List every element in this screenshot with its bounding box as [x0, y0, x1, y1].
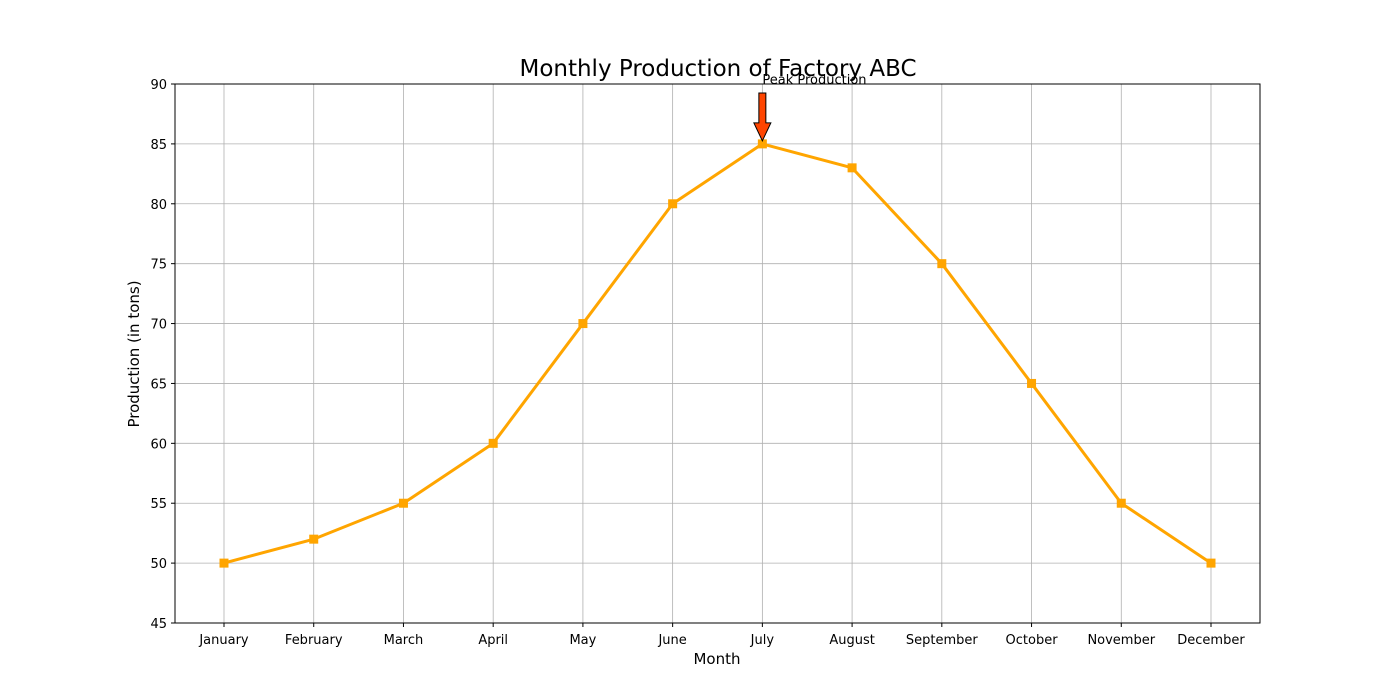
x-tick-label: March	[384, 633, 424, 648]
x-tick-label: September	[906, 633, 979, 648]
y-tick-label: 45	[150, 617, 167, 632]
data-point-may	[578, 319, 588, 329]
y-tick-label: 50	[150, 557, 167, 572]
x-tick-label: December	[1177, 633, 1245, 648]
y-tick-label: 85	[150, 138, 167, 153]
x-tick-label: November	[1087, 633, 1155, 648]
plot-frame	[174, 83, 1261, 624]
annotation-arrow	[753, 92, 772, 143]
y-tick-label: 60	[150, 437, 167, 452]
y-tick-label: 55	[150, 497, 167, 512]
data-point-march	[398, 498, 408, 508]
y-axis-ticks: 45 50 55 60 65 70 75 80 85 90	[150, 78, 175, 632]
data-point-april	[488, 438, 498, 448]
annotation-layer: Peak Production	[753, 73, 867, 143]
y-axis-label: Production (in tons)	[125, 280, 143, 427]
data-point-august	[847, 163, 857, 173]
data-point-september	[937, 259, 947, 269]
x-axis-ticks: January February March April May June July Augu…	[198, 623, 1245, 648]
x-tick-label: June	[657, 633, 686, 648]
x-axis-label: Month	[693, 650, 740, 668]
x-tick-label: May	[569, 633, 596, 648]
x-tick-label: January	[198, 633, 249, 648]
grid	[175, 83, 1260, 624]
y-tick-label: 80	[150, 198, 167, 213]
y-tick-label: 90	[150, 78, 167, 93]
data-point-october	[1027, 378, 1037, 388]
series-layer	[219, 139, 1216, 568]
y-tick-label: 65	[150, 377, 167, 392]
data-point-july	[757, 139, 767, 149]
data-point-november	[1116, 498, 1126, 508]
annotation-peak-production: Peak Production	[762, 73, 866, 88]
y-tick-label: 70	[150, 318, 167, 333]
series-line	[223, 142, 1212, 565]
data-point-january	[219, 558, 229, 568]
y-tick-label: 75	[150, 258, 167, 273]
x-tick-label: October	[1006, 633, 1059, 648]
data-point-june	[668, 199, 678, 209]
x-tick-label: August	[829, 633, 875, 648]
x-tick-label: February	[285, 633, 343, 648]
data-point-february	[309, 534, 319, 544]
x-tick-label: July	[750, 633, 775, 648]
x-tick-label: April	[478, 633, 508, 648]
data-point-december	[1206, 558, 1216, 568]
chart-title: Monthly Production of Factory ABC	[519, 56, 916, 82]
